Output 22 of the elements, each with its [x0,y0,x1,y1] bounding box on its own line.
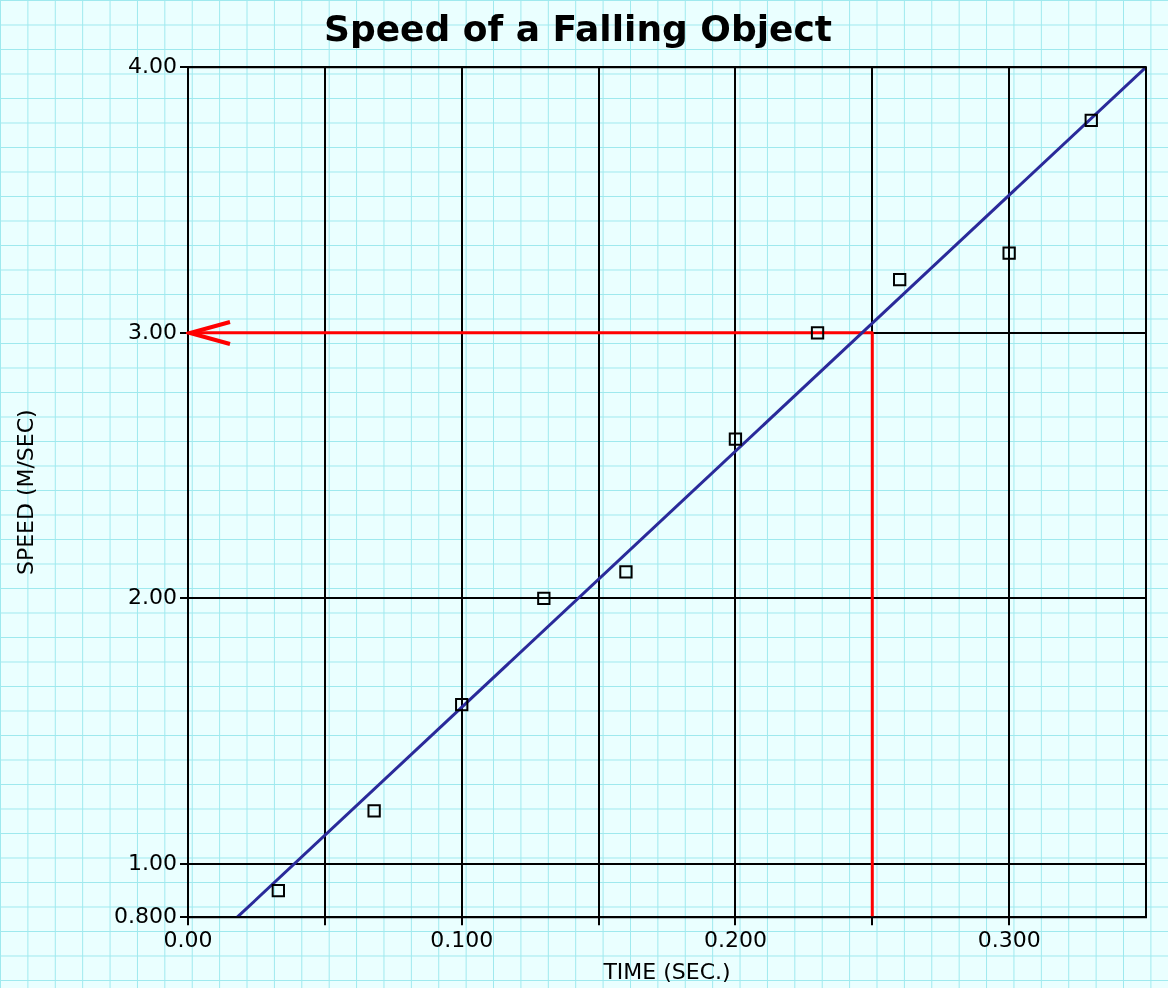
y-tick-label: 3.00 [128,318,177,344]
y-tick-label: 0.800 [114,902,177,928]
y-axis-title: SPEED (M/SEC) [12,409,38,576]
x-axis-title: TIME (SEC.) [602,958,731,984]
point [1084,113,1098,127]
point [619,565,633,579]
x-tick-label: 0.100 [430,927,494,953]
point [810,326,825,340]
point [728,432,743,446]
point [367,804,381,818]
point [1002,246,1016,260]
y-tick-label: 4.00 [128,52,177,78]
point [893,273,907,287]
point [271,883,285,898]
chart-title: Speed of a Falling Object [324,7,832,49]
x-tick-label: 0.00 [163,927,213,953]
point [537,591,551,606]
point [455,698,469,712]
y-tick-label: 1.00 [128,849,177,875]
x-tick-label: 0.300 [977,927,1041,953]
x-tick-label: 0.200 [703,927,767,953]
y-tick-label: 2.00 [128,584,177,610]
